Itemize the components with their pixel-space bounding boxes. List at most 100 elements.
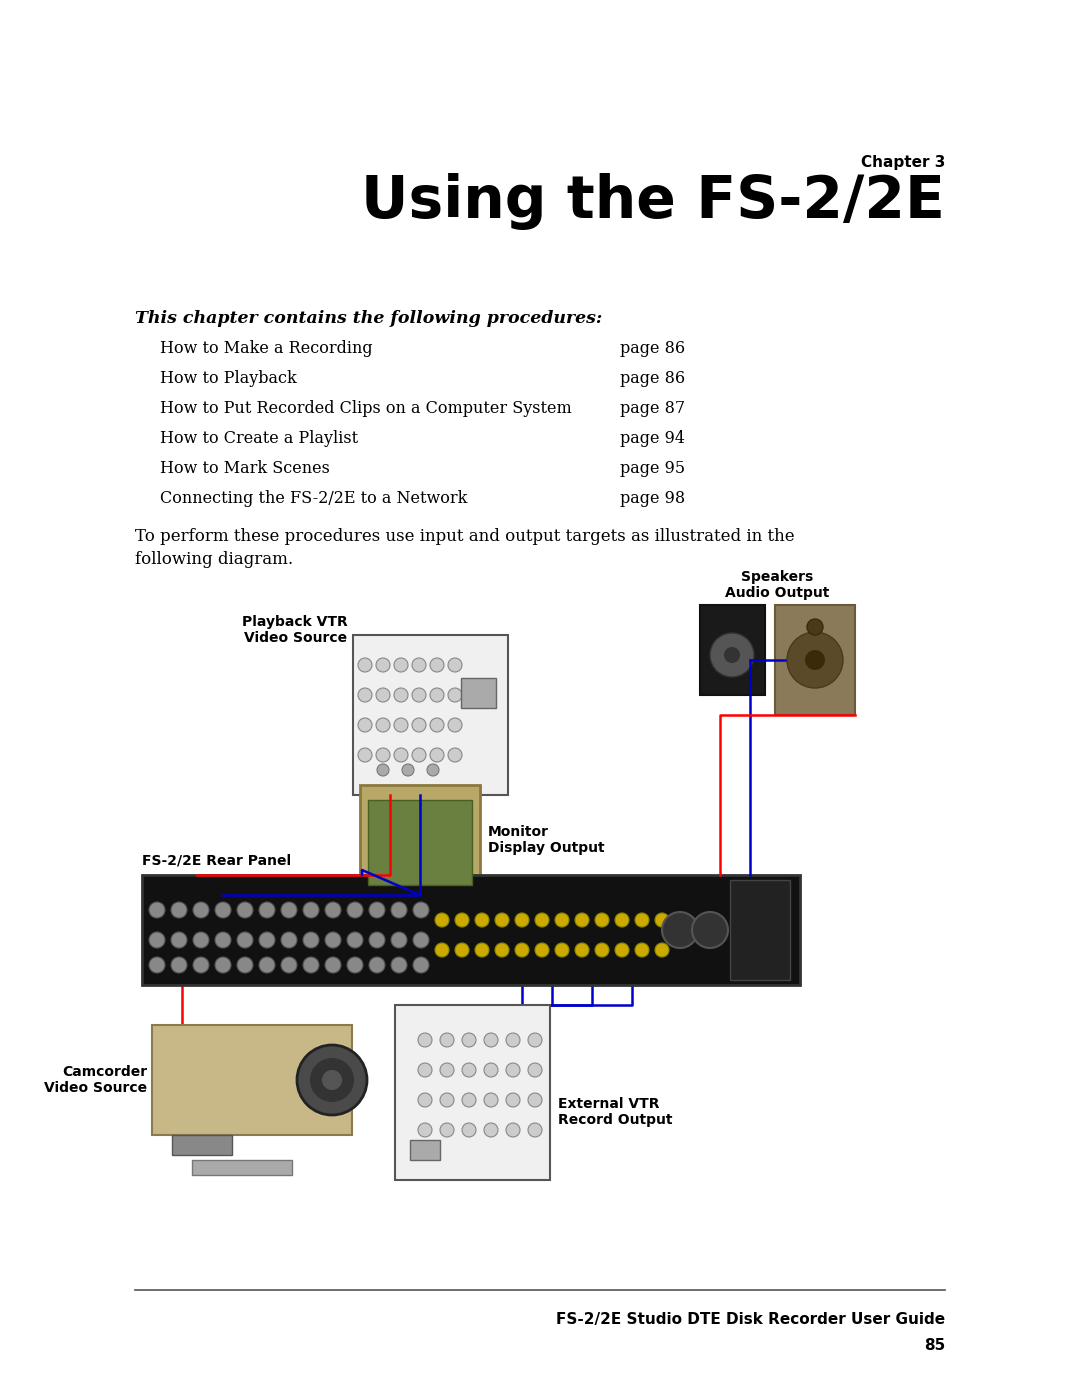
- Circle shape: [215, 957, 231, 972]
- Circle shape: [595, 943, 609, 957]
- Circle shape: [259, 932, 275, 949]
- Bar: [141, 875, 800, 985]
- Circle shape: [535, 943, 549, 957]
- Circle shape: [193, 932, 210, 949]
- Circle shape: [475, 943, 489, 957]
- FancyBboxPatch shape: [353, 636, 508, 795]
- Circle shape: [376, 747, 390, 761]
- Circle shape: [462, 1063, 476, 1077]
- Text: Connecting the FS-2/2E to a Network: Connecting the FS-2/2E to a Network: [160, 490, 468, 507]
- Circle shape: [555, 943, 569, 957]
- Circle shape: [507, 1123, 519, 1137]
- Circle shape: [347, 902, 363, 918]
- Circle shape: [357, 658, 372, 672]
- Text: Chapter 3: Chapter 3: [861, 155, 945, 170]
- Circle shape: [430, 658, 444, 672]
- Circle shape: [391, 902, 407, 918]
- Circle shape: [259, 957, 275, 972]
- Circle shape: [462, 1032, 476, 1046]
- Circle shape: [394, 718, 408, 732]
- Circle shape: [495, 943, 509, 957]
- Bar: [172, 1134, 232, 1155]
- Bar: [368, 800, 472, 886]
- Circle shape: [448, 747, 462, 761]
- Circle shape: [507, 1032, 519, 1046]
- Circle shape: [411, 687, 426, 703]
- Circle shape: [376, 687, 390, 703]
- Circle shape: [615, 943, 629, 957]
- Circle shape: [440, 1123, 454, 1137]
- Circle shape: [448, 687, 462, 703]
- Circle shape: [171, 902, 187, 918]
- Circle shape: [435, 914, 449, 928]
- Circle shape: [484, 1032, 498, 1046]
- Text: How to Put Recorded Clips on a Computer System: How to Put Recorded Clips on a Computer …: [160, 400, 571, 416]
- Circle shape: [484, 1123, 498, 1137]
- Circle shape: [662, 912, 698, 949]
- Text: page 86: page 86: [620, 370, 685, 387]
- Bar: [775, 605, 855, 715]
- Circle shape: [369, 932, 384, 949]
- Circle shape: [297, 1045, 367, 1115]
- Circle shape: [787, 631, 843, 687]
- Text: 85: 85: [923, 1338, 945, 1354]
- Bar: [152, 1025, 352, 1134]
- Circle shape: [654, 914, 669, 928]
- Circle shape: [418, 1032, 432, 1046]
- Circle shape: [435, 943, 449, 957]
- Text: How to Create a Playlist: How to Create a Playlist: [160, 430, 359, 447]
- Circle shape: [692, 912, 728, 949]
- Circle shape: [455, 943, 469, 957]
- Circle shape: [171, 957, 187, 972]
- Circle shape: [325, 957, 341, 972]
- Bar: [461, 678, 496, 708]
- Circle shape: [427, 764, 438, 775]
- Circle shape: [411, 718, 426, 732]
- Circle shape: [193, 902, 210, 918]
- Circle shape: [391, 932, 407, 949]
- Text: How to Playback: How to Playback: [160, 370, 297, 387]
- Circle shape: [484, 1092, 498, 1106]
- Circle shape: [484, 1063, 498, 1077]
- Circle shape: [215, 932, 231, 949]
- Circle shape: [515, 943, 529, 957]
- Circle shape: [515, 914, 529, 928]
- Circle shape: [575, 914, 589, 928]
- Circle shape: [528, 1123, 542, 1137]
- Circle shape: [281, 932, 297, 949]
- Circle shape: [259, 902, 275, 918]
- Circle shape: [394, 747, 408, 761]
- Bar: [730, 880, 789, 981]
- Text: page 98: page 98: [620, 490, 685, 507]
- Text: How to Make a Recording: How to Make a Recording: [160, 339, 373, 358]
- Circle shape: [805, 650, 825, 671]
- Circle shape: [237, 932, 253, 949]
- Text: This chapter contains the following procedures:: This chapter contains the following proc…: [135, 310, 603, 327]
- Bar: [390, 895, 450, 907]
- Circle shape: [322, 1070, 342, 1090]
- Circle shape: [440, 1092, 454, 1106]
- Circle shape: [555, 914, 569, 928]
- Circle shape: [325, 902, 341, 918]
- Circle shape: [376, 718, 390, 732]
- Circle shape: [357, 718, 372, 732]
- Text: Monitor
Display Output: Monitor Display Output: [488, 824, 605, 855]
- Circle shape: [303, 957, 319, 972]
- Circle shape: [430, 718, 444, 732]
- Circle shape: [369, 902, 384, 918]
- Circle shape: [193, 957, 210, 972]
- Circle shape: [507, 1063, 519, 1077]
- Text: Camcorder
Video Source: Camcorder Video Source: [44, 1065, 147, 1095]
- Circle shape: [237, 957, 253, 972]
- Circle shape: [413, 932, 429, 949]
- Circle shape: [377, 764, 389, 775]
- Circle shape: [535, 914, 549, 928]
- Circle shape: [528, 1092, 542, 1106]
- Text: External VTR
Record Output: External VTR Record Output: [558, 1097, 673, 1127]
- Circle shape: [347, 957, 363, 972]
- Text: How to Mark Scenes: How to Mark Scenes: [160, 460, 329, 476]
- Circle shape: [149, 932, 165, 949]
- Circle shape: [411, 747, 426, 761]
- Circle shape: [418, 1063, 432, 1077]
- Circle shape: [507, 1092, 519, 1106]
